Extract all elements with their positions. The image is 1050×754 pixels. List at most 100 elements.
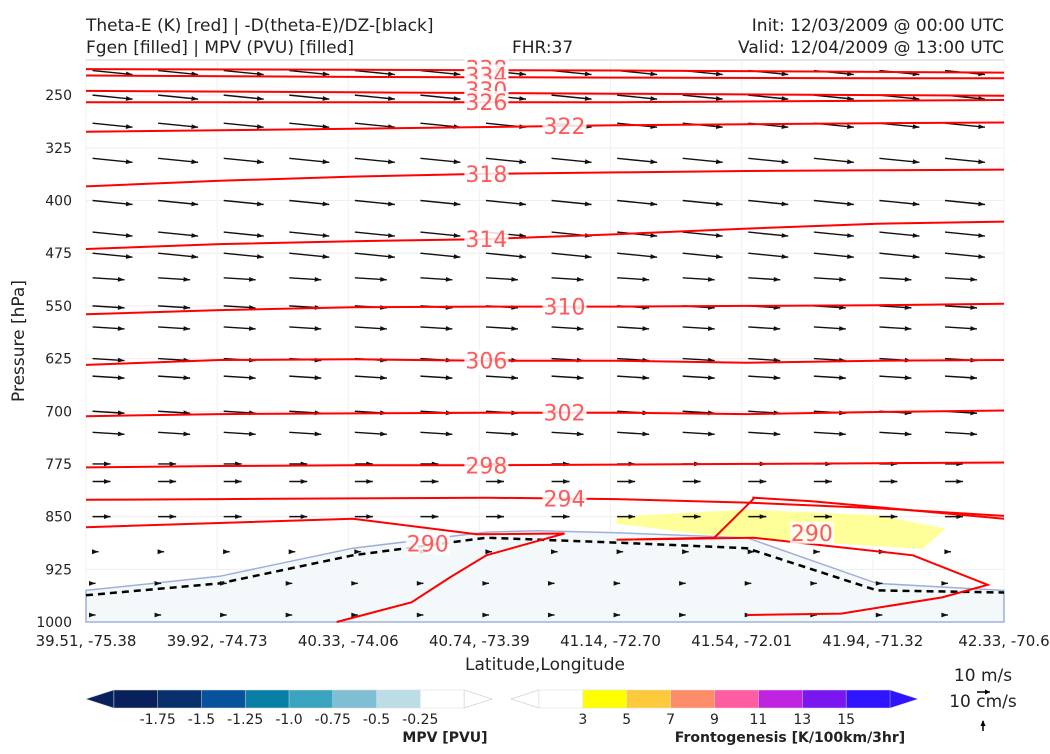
wind-vector bbox=[682, 231, 723, 237]
wind-vector-head bbox=[511, 326, 518, 331]
frontogenesis-colorbar-tick: 3 bbox=[578, 712, 587, 728]
wind-vector bbox=[485, 199, 527, 206]
wind-vector-head bbox=[616, 549, 624, 555]
wind-vector bbox=[223, 157, 264, 164]
wind-vector bbox=[748, 252, 789, 258]
frontogenesis-colorbar-swatch bbox=[845, 689, 891, 709]
y-tick-label: 775 bbox=[45, 457, 72, 473]
wind-vector-head bbox=[497, 479, 504, 484]
wind-reference-w-arrowhead bbox=[980, 720, 986, 726]
wind-vector bbox=[813, 157, 854, 164]
wind-vector-head bbox=[125, 254, 133, 259]
wind-vector-head bbox=[519, 96, 526, 101]
wind-vector-head bbox=[941, 581, 948, 586]
wind-vector bbox=[748, 199, 789, 206]
wind-vector-head bbox=[839, 375, 846, 381]
wind-vector-head bbox=[956, 479, 963, 484]
wind-vector-head bbox=[388, 201, 395, 207]
wind-vector-head bbox=[679, 612, 686, 618]
wind-vector-head bbox=[366, 479, 373, 484]
theta-e-contour-labels: 3383343303263223183143103063022982942902… bbox=[405, 57, 834, 557]
wind-vector-head bbox=[92, 549, 99, 555]
plot-area: 3383343303263223183143103063022982942902… bbox=[85, 57, 1005, 623]
wind-vector bbox=[420, 157, 461, 164]
wind-vector-head bbox=[584, 96, 592, 101]
theta-e-contour-330 bbox=[85, 89, 1005, 97]
wind-vector-head bbox=[511, 431, 518, 437]
wind-vector bbox=[158, 231, 199, 237]
mpv-colorbar-tick: -0.75 bbox=[315, 712, 351, 728]
mpv-colorbar-tick: -1.75 bbox=[140, 712, 176, 728]
filled-regions bbox=[85, 509, 1005, 623]
wind-vector-head bbox=[708, 375, 715, 381]
theta-e-contour-318 bbox=[85, 168, 1005, 188]
wind-vector-head bbox=[183, 375, 191, 381]
frontogenesis-colorbar-swatch bbox=[758, 689, 804, 709]
wind-vector-head bbox=[191, 201, 199, 207]
wind-vector bbox=[879, 231, 920, 237]
wind-vector bbox=[420, 252, 461, 258]
wind-vector-head bbox=[904, 277, 912, 282]
wind-vector-head bbox=[220, 581, 227, 586]
wind-vector bbox=[944, 199, 986, 206]
wind-vector-head bbox=[125, 124, 133, 129]
wind-vector-head bbox=[511, 277, 518, 282]
wind-vector bbox=[813, 199, 854, 206]
wind-vector-head bbox=[453, 71, 461, 77]
mpv-colorbar-swatch bbox=[201, 689, 246, 709]
wind-vector-head bbox=[256, 233, 264, 238]
valid-time: Valid: 12/04/2009 @ 13:00 UTC bbox=[738, 38, 1004, 58]
wind-vector-head bbox=[519, 71, 526, 77]
wind-vector-head bbox=[235, 514, 242, 519]
mpv-colorbar-extend-right bbox=[463, 689, 493, 709]
wind-vector-head bbox=[904, 305, 912, 310]
wind-vector bbox=[879, 252, 920, 258]
wind-vector-head bbox=[220, 612, 227, 618]
wind-vector-head bbox=[781, 254, 789, 259]
wind-vector-head bbox=[759, 514, 767, 519]
wind-vector-head bbox=[191, 159, 199, 165]
wind-vector bbox=[92, 231, 133, 237]
wind-vector-head bbox=[679, 581, 686, 586]
wind-vector-head bbox=[912, 201, 920, 207]
mpv-colorbar: -1.75 -1.5 -1.25 -1.0 -0.75 -0.5 -0.25 bbox=[85, 689, 493, 728]
frontogenesis-colorbar-tick: 7 bbox=[666, 712, 675, 728]
y-tick-label: 925 bbox=[45, 562, 72, 578]
wind-vector-head bbox=[285, 612, 293, 618]
y-tick-label: 475 bbox=[45, 246, 72, 262]
dthetae-dz-zero-contour bbox=[85, 536, 1005, 597]
wind-vector-head bbox=[978, 233, 985, 238]
wind-vector-head bbox=[183, 305, 191, 310]
wind-vector-head bbox=[715, 201, 723, 207]
wind-vector-head bbox=[256, 201, 264, 207]
wind-vector-head bbox=[300, 514, 308, 519]
wind-vector-head bbox=[125, 159, 133, 165]
contour-label: 294 bbox=[544, 487, 586, 512]
wind-vector-head bbox=[970, 277, 977, 282]
wind-vector-head bbox=[715, 71, 723, 77]
frontogenesis-colorbar-extend-left bbox=[510, 689, 540, 709]
wind-vector-head bbox=[813, 549, 820, 555]
wind-vector-head bbox=[104, 461, 111, 467]
y-tick-label: 550 bbox=[45, 299, 72, 315]
wind-vector-head bbox=[256, 124, 264, 129]
wind-vector-head bbox=[576, 326, 584, 331]
wind-vector-head bbox=[781, 124, 789, 129]
contour-label-bg bbox=[405, 532, 450, 555]
x-tick-label: 42.33, -70.6 bbox=[958, 632, 1049, 650]
wind-vector-head bbox=[285, 581, 293, 586]
wind-vector-head bbox=[839, 431, 846, 437]
wind-vector bbox=[879, 157, 920, 164]
mpv-colorbar-label: MPV [PVU] bbox=[402, 730, 487, 746]
wind-vector-head bbox=[825, 479, 832, 484]
wind-vector-head bbox=[642, 431, 650, 437]
frontogenesis-colorbar-tick: 9 bbox=[710, 712, 719, 728]
mpv-colorbar-tick: -0.5 bbox=[363, 712, 390, 728]
wind-vector-head bbox=[249, 277, 256, 282]
wind-reference-u-arrowhead bbox=[985, 689, 990, 695]
contour-label-bg bbox=[464, 349, 509, 372]
wind-vector bbox=[748, 231, 789, 237]
wind-vector-head bbox=[380, 431, 387, 437]
theta-e-contour-326 bbox=[86, 99, 1005, 104]
